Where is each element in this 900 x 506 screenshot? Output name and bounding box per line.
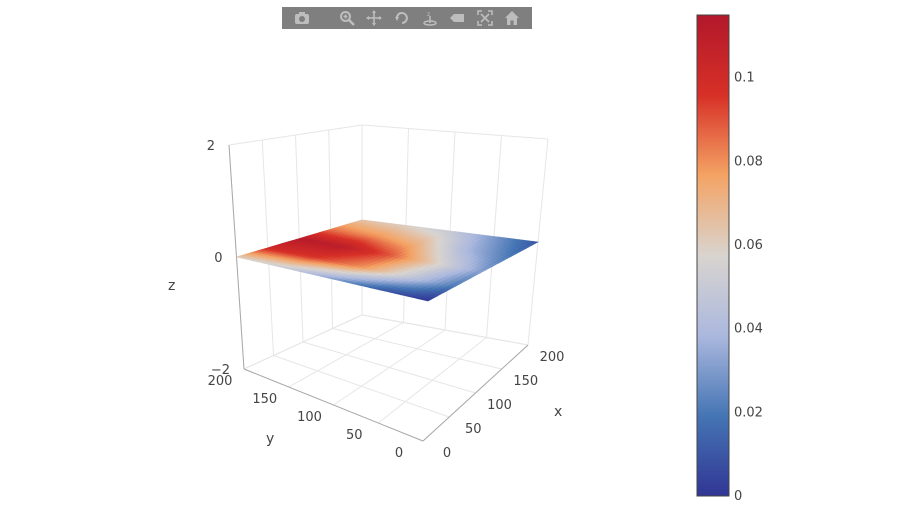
colorbar-tick-label: 0.02 [734,405,763,420]
y-axis-line [243,368,424,442]
x-tick-label: 0 [443,446,451,461]
z-axis-line [228,144,245,370]
z-tick-label: 2 [207,139,215,154]
wall-grid-line [228,124,363,146]
z-tick-label: 0 [214,251,222,266]
wall-grid-line [243,314,363,370]
colorbar-tick-label: 0 [734,489,742,504]
x-axis-line [422,344,529,442]
svg-text:z: z [427,11,430,18]
pan-icon[interactable] [364,8,384,28]
orbit-rotation-icon[interactable] [392,8,412,28]
home-icon[interactable] [502,8,522,28]
colorbar-gradient [696,14,730,497]
floor-grid-line [333,329,446,406]
colorbar-tick-label: 0.08 [734,154,763,169]
z-tick-label: −2 [211,363,230,378]
x-axis-title: x [554,404,562,420]
colorbar-tick-label: 0.06 [734,238,763,253]
modebar: z [282,7,532,29]
surface-mesh [236,219,540,302]
colorbar: 0 0.02 0.04 0.06 0.08 0.1 [696,14,763,504]
x-tick-label: 200 [540,350,565,365]
hover-label-icon[interactable] [447,8,467,28]
camera-icon[interactable] [292,8,312,28]
y-tick-label: 100 [297,410,322,425]
y-tick-label: 50 [346,428,363,443]
y-tick-label: 150 [252,392,277,407]
colorbar-tick-label: 0.1 [734,71,755,86]
x-tick-label: 50 [465,422,482,437]
wall-grid-line [361,124,549,140]
colorbar-tick-label: 0.04 [734,322,763,337]
z-axis-title: z [168,278,175,294]
x-tick-label: 150 [513,374,538,389]
wall-grid-line [361,314,529,346]
y-axis-title: y [266,431,274,447]
y-tick-label: 0 [395,446,403,461]
floor-grid-line [377,337,487,424]
zoom-icon[interactable] [337,8,357,28]
y-tick-label: 200 [208,374,233,389]
floor-grid-line [288,322,404,388]
turntable-rotation-icon[interactable]: z [420,8,440,28]
autoscale-icon[interactable] [475,8,495,28]
surface-patch [528,241,540,244]
axis-lines [228,144,529,442]
x-tick-label: 100 [487,398,512,413]
